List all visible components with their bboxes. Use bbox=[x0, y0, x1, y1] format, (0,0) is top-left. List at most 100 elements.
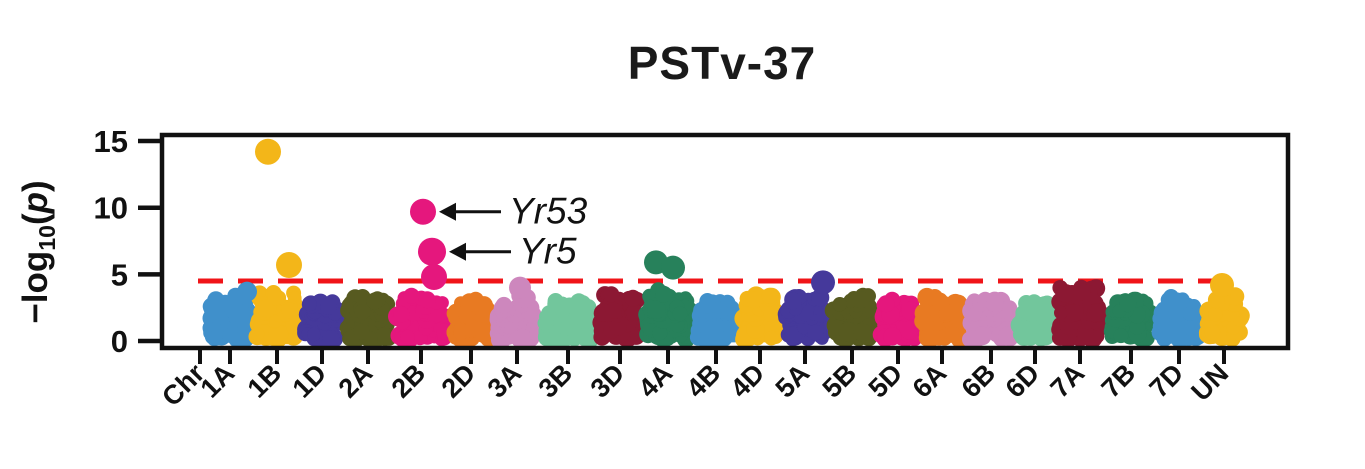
significant-snp-1B bbox=[255, 138, 281, 165]
snp-dot bbox=[701, 318, 721, 339]
snp-dot bbox=[1182, 307, 1196, 321]
snp-dot bbox=[400, 329, 415, 345]
cluster-4D bbox=[734, 286, 785, 349]
snp-dot bbox=[1157, 307, 1172, 322]
snp-dot bbox=[467, 295, 484, 313]
cluster-1D bbox=[297, 293, 349, 349]
snp-dot bbox=[1051, 329, 1069, 346]
snp-dot bbox=[852, 291, 870, 309]
snp-dot bbox=[1119, 295, 1137, 313]
snp-dot bbox=[230, 303, 249, 323]
x-tick-label-3A: 3A bbox=[482, 358, 528, 404]
snp-dot bbox=[853, 323, 872, 342]
snp-dot bbox=[899, 319, 920, 340]
snp-dot bbox=[745, 291, 763, 309]
x-tick-label-1A: 1A bbox=[195, 358, 241, 404]
snp-dot bbox=[1066, 304, 1084, 322]
gene-label-Yr53: Yr53 bbox=[509, 191, 588, 232]
snp-dot bbox=[647, 300, 666, 319]
snp-dot bbox=[918, 303, 933, 319]
snp-dot bbox=[877, 295, 895, 313]
x-tick-label-4B: 4B bbox=[681, 358, 727, 404]
cluster-7D bbox=[1151, 289, 1207, 349]
x-tick-label-7B: 7B bbox=[1096, 358, 1142, 404]
x-tick-label-1B: 1B bbox=[242, 358, 288, 404]
cluster-7A bbox=[1051, 279, 1109, 349]
arrow-head-icon bbox=[449, 242, 466, 261]
snp-dot bbox=[1089, 303, 1108, 323]
cluster-7B bbox=[1103, 291, 1159, 348]
cluster-6B bbox=[962, 291, 1021, 349]
snp-dot bbox=[1056, 284, 1075, 303]
significant-snp-2B-Yr53 bbox=[410, 198, 436, 225]
snp-dot bbox=[838, 322, 858, 342]
cluster-2B bbox=[388, 287, 453, 349]
snp-dot bbox=[320, 297, 337, 315]
cluster-3B bbox=[537, 293, 602, 349]
snp-dot bbox=[1156, 331, 1173, 347]
snp-dot bbox=[513, 328, 531, 346]
snp-dot bbox=[832, 297, 847, 312]
snp-dot bbox=[965, 330, 984, 349]
snp-dot bbox=[418, 291, 436, 309]
snp-dot bbox=[553, 296, 571, 314]
snp-dot bbox=[763, 304, 782, 323]
snp-dot bbox=[353, 323, 370, 340]
snp-dot bbox=[783, 326, 803, 346]
snp-dot bbox=[721, 328, 737, 343]
x-tick-label-5D: 5D bbox=[863, 358, 909, 404]
x-tick-label-3D: 3D bbox=[585, 358, 631, 404]
snp-dot bbox=[1033, 330, 1049, 347]
snp-dot bbox=[945, 326, 961, 342]
x-tick-label-2A: 2A bbox=[333, 358, 379, 404]
snp-dot bbox=[1054, 306, 1068, 320]
snp-dot bbox=[281, 302, 299, 319]
y-tick-label-5: 5 bbox=[111, 257, 128, 292]
cluster-3A bbox=[489, 287, 544, 350]
snp-dot bbox=[1204, 324, 1221, 341]
plot-title: PSTv-37 bbox=[627, 37, 817, 89]
significant-snp-5A bbox=[811, 270, 835, 295]
snp-dot bbox=[302, 297, 317, 312]
snp-dot bbox=[625, 303, 643, 321]
gene-label-Yr5: Yr5 bbox=[519, 231, 577, 272]
y-tick-label-15: 15 bbox=[94, 124, 128, 159]
significant-snp-2B bbox=[421, 264, 447, 291]
cluster-4B bbox=[689, 293, 742, 349]
snp-dot bbox=[986, 295, 1004, 313]
x-tick-label-7D: 7D bbox=[1144, 358, 1190, 404]
snp-dot bbox=[624, 289, 642, 307]
significant-snp-1B bbox=[276, 252, 302, 279]
cluster-UN bbox=[1198, 287, 1250, 347]
snp-dot bbox=[1113, 328, 1129, 344]
snp-dot bbox=[207, 291, 225, 309]
x-tick-label-6D: 6D bbox=[1000, 358, 1046, 404]
significant-snp-3A bbox=[509, 276, 531, 299]
snp-dot bbox=[883, 327, 902, 346]
snp-dot bbox=[222, 328, 238, 343]
snp-dot bbox=[251, 327, 265, 341]
snp-dot bbox=[1208, 307, 1223, 322]
snp-dot bbox=[204, 328, 221, 345]
snp-dot bbox=[931, 292, 949, 310]
x-tick-label-6A: 6A bbox=[907, 358, 953, 404]
snp-dot bbox=[807, 324, 824, 341]
arrow-head-icon bbox=[439, 202, 456, 221]
x-tick-label-2B: 2B bbox=[386, 358, 432, 404]
snp-dot bbox=[366, 292, 384, 310]
snp-dot bbox=[1031, 297, 1049, 315]
snp-dot bbox=[268, 324, 289, 345]
significant-snp-1A bbox=[237, 281, 257, 302]
plot-border bbox=[159, 132, 1291, 351]
cluster-6A bbox=[914, 287, 970, 349]
annotation-Yr53: Yr53 bbox=[439, 191, 588, 232]
snp-dot bbox=[918, 328, 938, 347]
snp-dot bbox=[354, 303, 371, 320]
x-tick-label-7A: 7A bbox=[1045, 358, 1091, 404]
x-tick-label-5A: 5A bbox=[770, 358, 816, 404]
cluster-5B bbox=[824, 287, 880, 348]
snp-dot bbox=[393, 306, 410, 323]
snp-dot bbox=[568, 327, 586, 344]
snp-dot bbox=[609, 318, 627, 336]
significant-snp-2B-Yr5 bbox=[418, 237, 446, 266]
